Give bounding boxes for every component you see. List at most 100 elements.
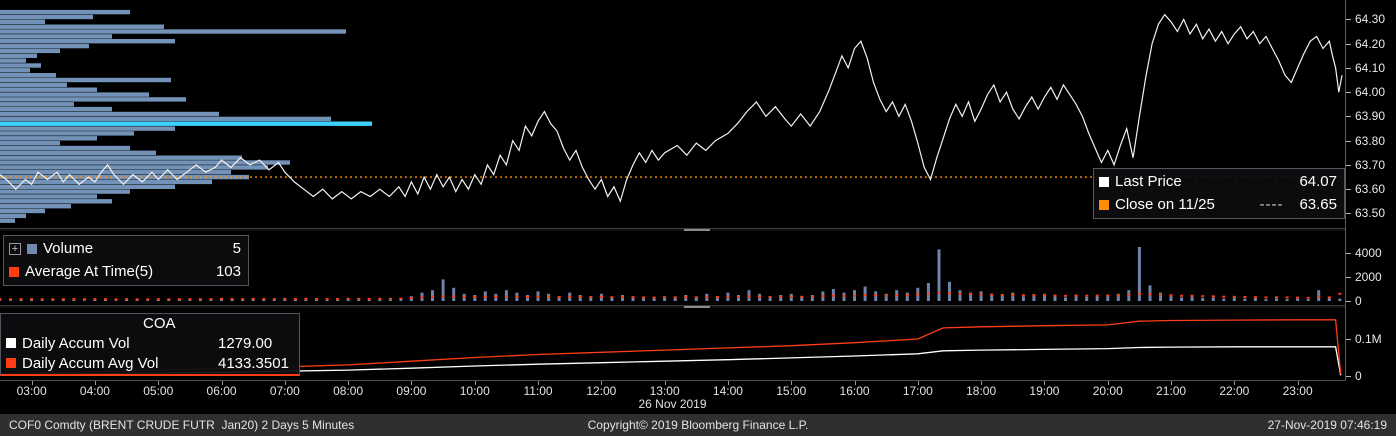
daily-accum-vol-swatch	[6, 338, 16, 348]
accum-legend[interactable]: COA Daily Accum Vol 1279.00 Daily Accum …	[0, 313, 300, 376]
price-legend[interactable]: Last Price 64.07 Close on 11/25 ---- 63.…	[1093, 168, 1345, 219]
accum-legend-header: COA	[143, 315, 176, 332]
y-axis-label: 64.30	[1346, 12, 1385, 26]
time-axis-label: 06:00	[206, 384, 237, 398]
time-axis-label: 23:00	[1282, 384, 1313, 398]
time-axis-label: 08:00	[333, 384, 364, 398]
time-axis-label: 22:00	[1219, 384, 1250, 398]
time-tick-mark	[158, 381, 160, 385]
y-axis-label: 63.70	[1346, 158, 1385, 172]
time-tick-mark	[474, 381, 476, 385]
time-axis-label: 15:00	[776, 384, 807, 398]
y-axis-label: 4000	[1346, 246, 1382, 260]
close-value: 63.65	[1299, 196, 1337, 213]
time-axis-label: 04:00	[79, 384, 110, 398]
volume-swatch	[27, 243, 37, 254]
daily-accum-avg-vol-swatch	[6, 358, 16, 368]
daily-accum-vol-line	[0, 346, 1342, 376]
time-tick-mark	[411, 381, 413, 385]
close-label: Close on 11/25	[1115, 196, 1215, 213]
time-axis-label: 05:00	[143, 384, 174, 398]
y-axis-label: 0	[1346, 369, 1362, 383]
time-tick-mark	[1044, 381, 1046, 385]
y-axis-label: 64.10	[1346, 61, 1385, 75]
time-axis-label: 03:00	[16, 384, 47, 398]
daily-accum-avg-vol-line	[0, 319, 1342, 375]
last-price-swatch	[1099, 176, 1109, 187]
time-axis-label: 21:00	[1156, 384, 1187, 398]
divider-handle-icon[interactable]	[684, 229, 710, 232]
time-axis-label: 14:00	[712, 384, 743, 398]
time-tick-mark	[1234, 381, 1236, 385]
accum-volume-chart[interactable]	[0, 308, 1345, 380]
time-tick-mark	[538, 381, 540, 385]
time-tick-mark	[601, 381, 603, 385]
time-tick-mark	[1297, 381, 1299, 385]
legend-row-daily-accum-avg-vol[interactable]: Daily Accum Avg Vol 4133.3501	[6, 353, 292, 373]
y-axis-label: 63.60	[1346, 182, 1385, 196]
price-axis[interactable]: 64.30 64.20 64.10 64.00 63.90 63.80 63.70 63.60…	[1345, 0, 1396, 383]
daily-accum-avg-vol-value: 4133.3501	[218, 354, 289, 372]
last-price-line	[0, 13, 1343, 204]
time-tick-mark	[221, 381, 223, 385]
volume-value: 5	[232, 240, 241, 257]
average-at-time-label: Average At Time(5)	[25, 263, 154, 280]
time-tick-mark	[94, 381, 96, 385]
time-axis-label: 12:00	[586, 384, 617, 398]
date-label: 26 Nov 2019	[638, 397, 707, 411]
security-description: COF0 Comdty (BRENT CRUDE FUTR Jan20) 2 D…	[9, 418, 355, 432]
legend-row-daily-accum-vol[interactable]: Daily Accum Vol 1279.00	[6, 333, 292, 353]
average-at-time-value: 103	[215, 263, 241, 280]
legend-row-average-at-time[interactable]: Average At Time(5) 103	[9, 260, 241, 283]
legend-row-close[interactable]: Close on 11/25 ---- 63.65	[1099, 193, 1337, 216]
divider-handle-icon[interactable]	[684, 306, 710, 309]
expand-icon[interactable]: +	[9, 242, 21, 255]
time-axis-label: 17:00	[902, 384, 933, 398]
time-tick-mark	[854, 381, 856, 385]
time-tick-mark	[348, 381, 350, 385]
time-tick-mark	[917, 381, 919, 385]
last-price-label: Last Price	[1115, 173, 1182, 190]
time-tick-mark	[727, 381, 729, 385]
y-axis-label: 63.50	[1346, 206, 1385, 220]
status-bar: COF0 Comdty (BRENT CRUDE FUTR Jan20) 2 D…	[0, 414, 1396, 436]
volume-legend[interactable]: + Volume 5 Average At Time(5) 103	[3, 235, 249, 286]
average-at-time-dots	[0, 291, 1342, 301]
volume-profile-bars	[0, 9, 372, 223]
time-axis-label: 11:00	[523, 384, 553, 398]
y-axis-label: 63.90	[1346, 109, 1385, 123]
volume-chart[interactable]	[0, 231, 1345, 305]
date-row: 26 Nov 2019	[0, 397, 1345, 414]
close-line-style-icon: ----	[1259, 196, 1284, 213]
average-at-time-swatch	[9, 266, 19, 277]
daily-accum-vol-value: 1279.00	[218, 334, 273, 352]
time-axis-label: 18:00	[966, 384, 997, 398]
close-swatch	[1099, 199, 1109, 210]
time-axis-label: 20:00	[1092, 384, 1123, 398]
panel-divider[interactable]	[0, 228, 1345, 232]
time-tick-mark	[664, 381, 666, 385]
legend-row-volume[interactable]: + Volume 5	[9, 237, 241, 260]
copyright-text: Copyright© 2019 Bloomberg Finance L.P.	[587, 418, 809, 432]
y-axis-label: 0.1M	[1346, 332, 1382, 346]
price-panel: Last Price 64.07 Close on 11/25 ---- 63.…	[0, 9, 1345, 223]
time-axis-label: 19:00	[1029, 384, 1060, 398]
time-axis[interactable]: 03:00 04:00 05:00 06:00 07:00 08:00 09:00 10:00…	[0, 380, 1346, 398]
last-price-value: 64.07	[1299, 173, 1337, 190]
panel-divider[interactable]	[0, 305, 1345, 309]
volume-label: Volume	[43, 240, 94, 257]
time-tick-mark	[981, 381, 983, 385]
time-axis-label: 13:00	[649, 384, 680, 398]
y-axis-label: 2000	[1346, 270, 1382, 284]
time-tick-mark	[1171, 381, 1173, 385]
legend-row-last-price[interactable]: Last Price 64.07	[1099, 170, 1337, 193]
time-tick-mark	[1107, 381, 1109, 385]
time-tick-mark	[31, 381, 33, 385]
volume-panel: + Volume 5 Average At Time(5) 103	[0, 231, 1345, 305]
y-axis-label: 64.00	[1346, 85, 1385, 99]
y-axis-label: 63.80	[1346, 134, 1385, 148]
y-axis-label: 0	[1346, 294, 1362, 308]
y-axis-label: 64.20	[1346, 37, 1385, 51]
time-axis-label: 09:00	[396, 384, 427, 398]
